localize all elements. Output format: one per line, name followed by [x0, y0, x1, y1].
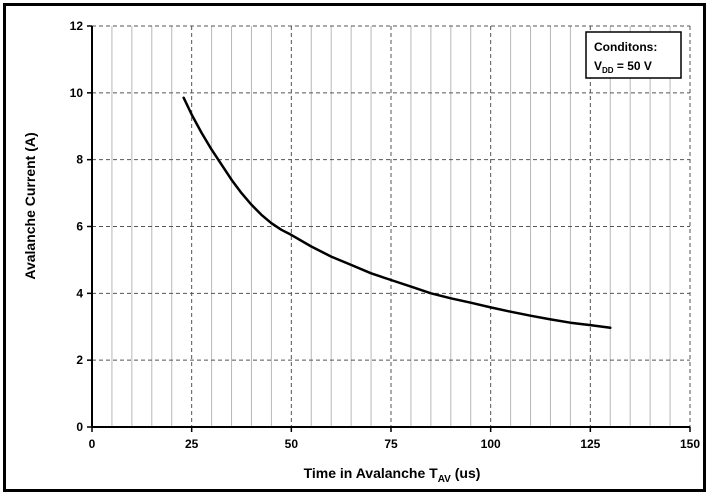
x-tick-label: 50 [285, 437, 299, 451]
x-tick-label: 0 [89, 437, 96, 451]
y-axis-title: Avalanche Current (A) [22, 132, 38, 279]
x-axis-title-unit: (us) [451, 465, 481, 481]
x-axis-title-main: Time in Avalanche T [304, 465, 439, 481]
x-tick-label: 75 [384, 437, 398, 451]
y-tick-label: 6 [76, 220, 83, 234]
legend-border [585, 31, 682, 79]
legend-line-2: VDD = 50 V [594, 59, 652, 75]
avalanche-current-chart: 0 25 50 75 100 125 150 0 2 4 6 8 10 12 Conditons: VDD… [22, 19, 701, 485]
minor-gridlines [111, 26, 671, 427]
y-tick-label: 12 [70, 19, 84, 33]
x-tick-label: 25 [185, 437, 199, 451]
avalanche-current-curve [182, 96, 612, 330]
legend-box: Conditons: VDD = 50 V [585, 31, 682, 79]
major-gridlines [92, 25, 691, 427]
x-tick-label: 100 [481, 437, 501, 451]
legend-value: = 50 V [614, 59, 652, 73]
y-tick-label: 8 [76, 153, 83, 167]
x-axis-title: Time in Avalanche TAV (us) [304, 465, 481, 485]
y-tick-label: 4 [76, 286, 83, 300]
y-tick-label: 2 [76, 353, 83, 367]
tick-labels: 0 25 50 75 100 125 150 0 2 4 6 8 10 12 [70, 19, 701, 451]
x-axis-title-subscript: AV [438, 474, 451, 485]
y-tick-label: 10 [70, 86, 84, 100]
legend-v: V [594, 59, 602, 73]
data-series [182, 96, 612, 330]
chart-frame: 0 25 50 75 100 125 150 0 2 4 6 8 10 12 Conditons: VDD… [3, 3, 706, 492]
x-tick-label: 125 [580, 437, 600, 451]
axes [87, 25, 691, 432]
x-tick-label: 150 [680, 437, 700, 451]
legend-dd-subscript: DD [602, 66, 614, 75]
legend-line-1: Conditons: [594, 40, 657, 54]
y-tick-label: 0 [76, 420, 83, 434]
